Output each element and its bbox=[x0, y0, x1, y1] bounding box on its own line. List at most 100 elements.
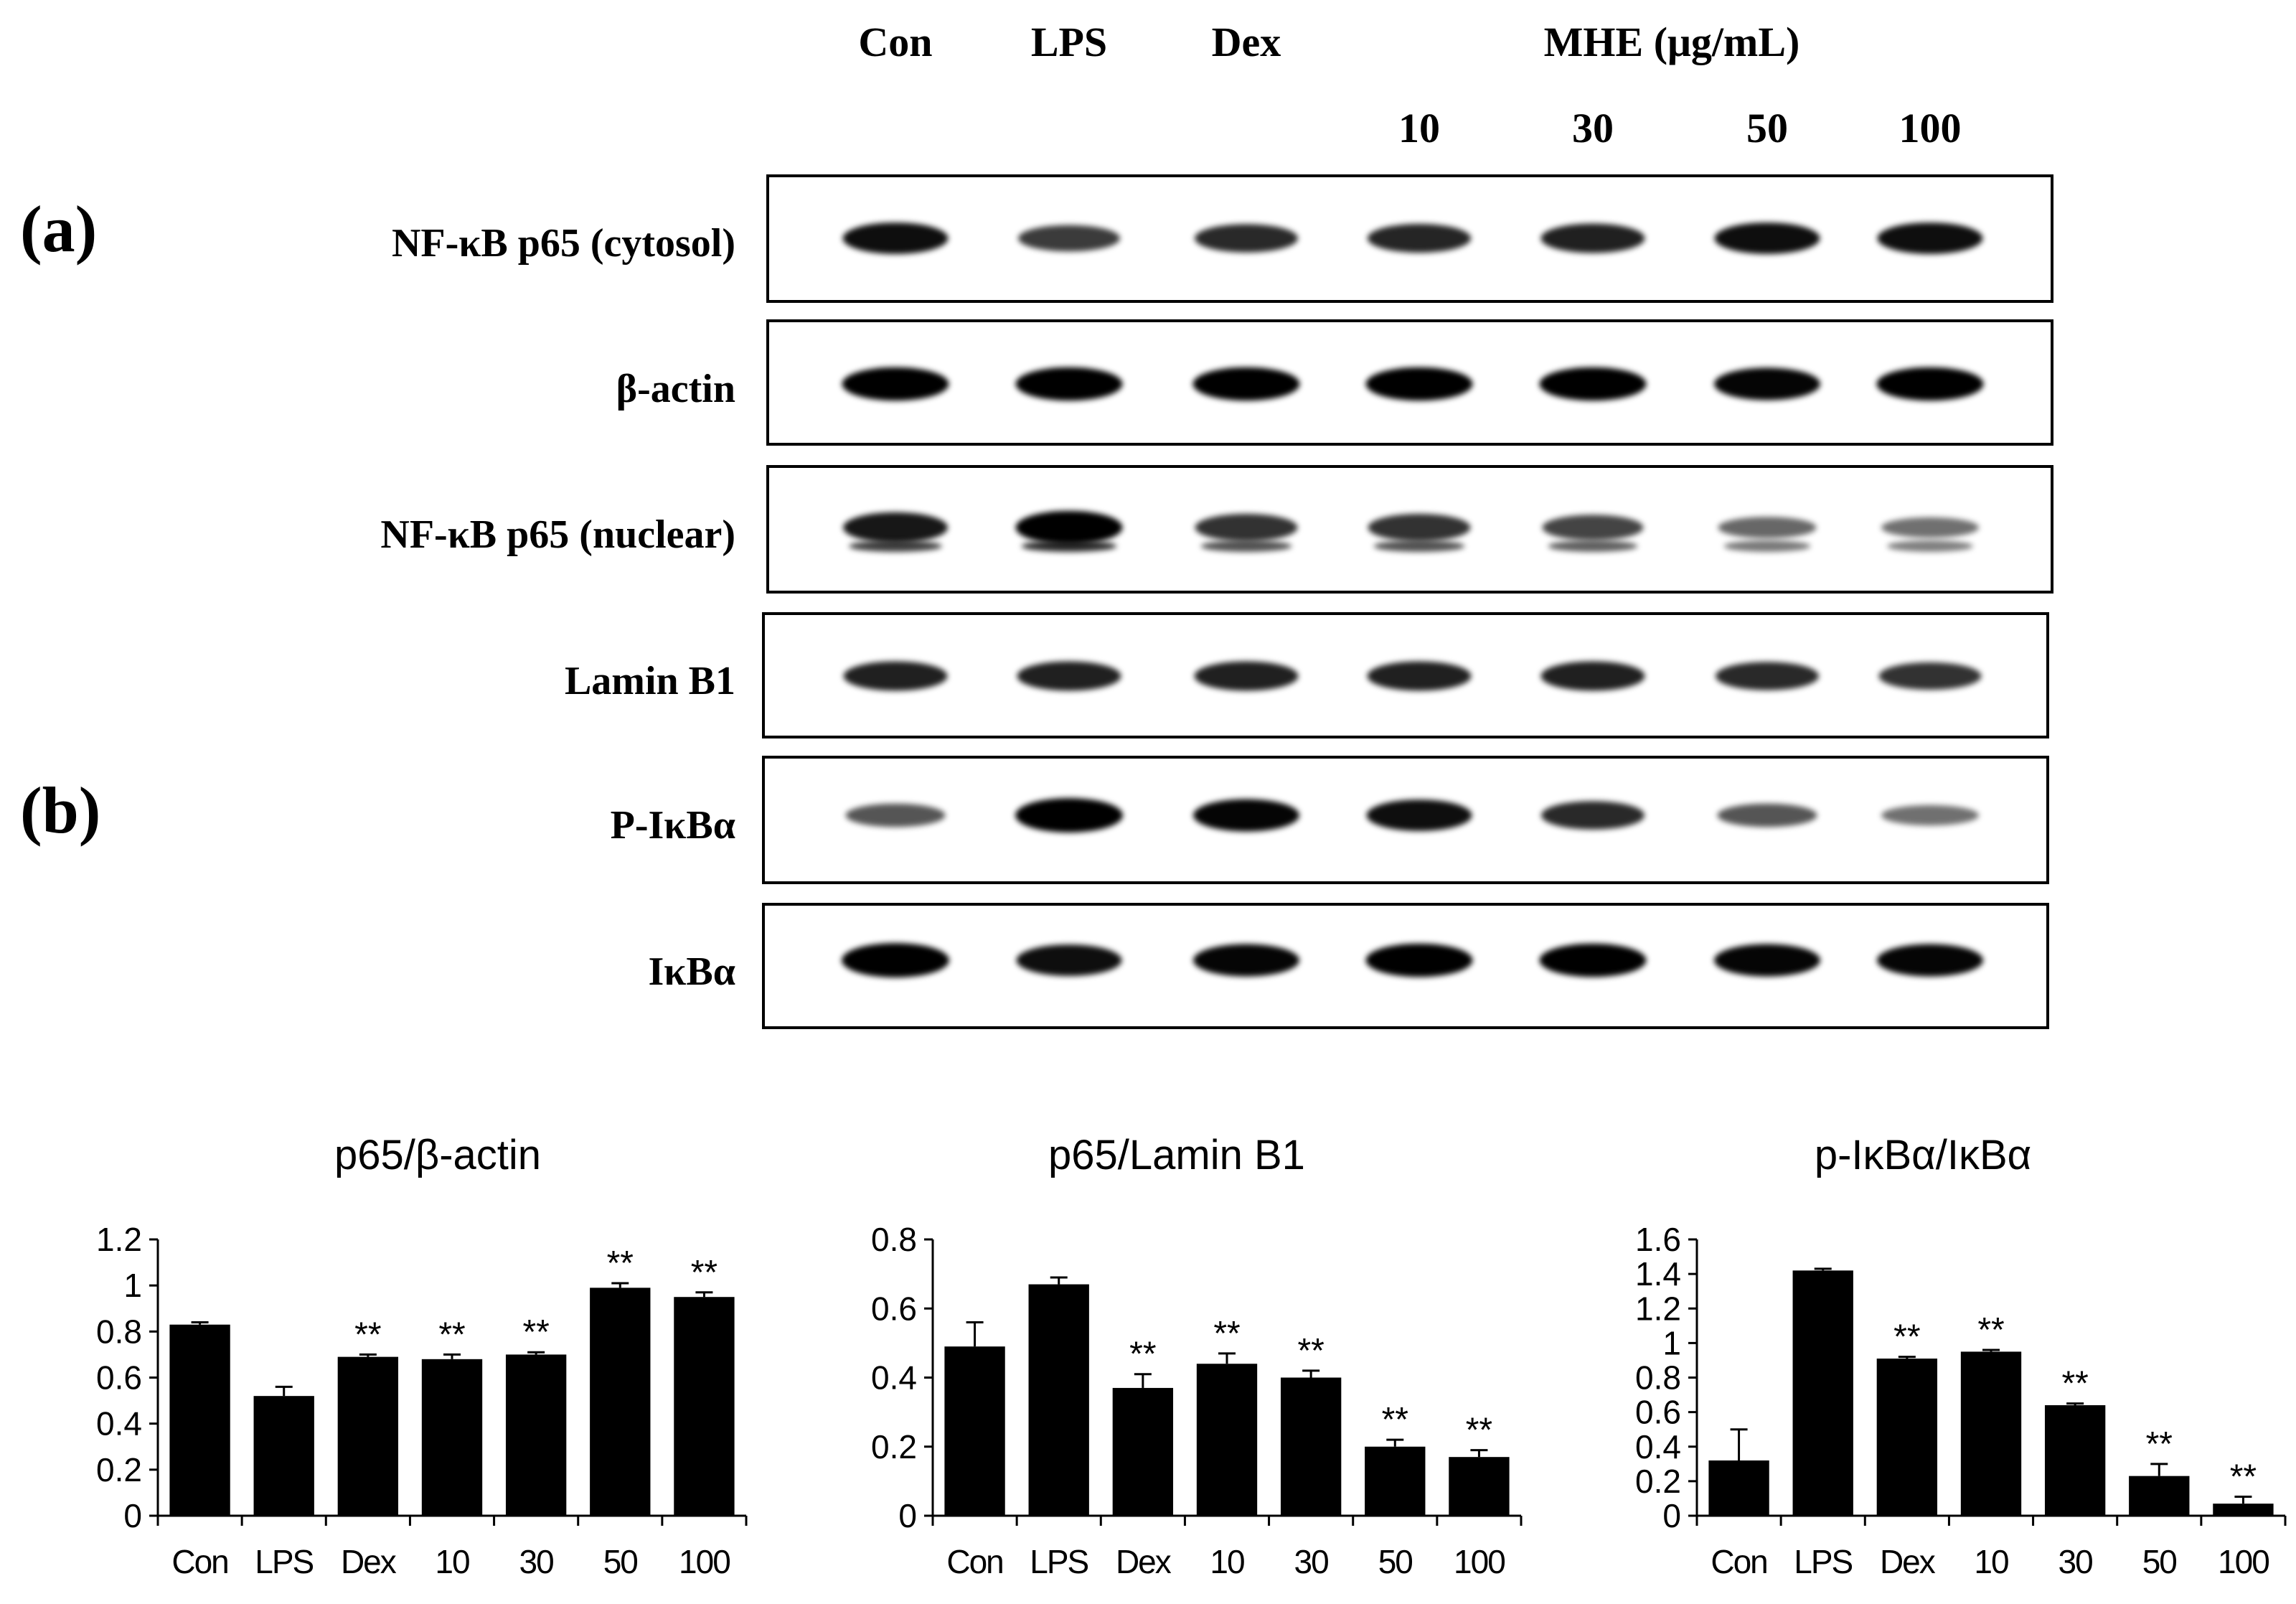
blot-band bbox=[1192, 367, 1300, 401]
bar bbox=[1449, 1457, 1510, 1516]
chart-title: p65/β-actin bbox=[334, 1132, 541, 1178]
x-tick-label: 50 bbox=[1378, 1543, 1413, 1580]
y-tick-label: 0.2 bbox=[871, 1428, 917, 1465]
blot-band bbox=[843, 512, 948, 543]
blot-row-label: NF-κB p65 (nuclear) bbox=[380, 512, 735, 557]
bar bbox=[1792, 1270, 1853, 1516]
y-tick-label: 1 bbox=[123, 1267, 142, 1304]
blot-band bbox=[1366, 799, 1472, 831]
bar bbox=[1365, 1446, 1426, 1516]
blot-band-lower bbox=[849, 540, 942, 552]
significance-label: ** bbox=[607, 1244, 634, 1282]
bar bbox=[253, 1396, 314, 1516]
blot-band bbox=[1193, 799, 1299, 832]
blot-band bbox=[1368, 513, 1471, 542]
blot-band bbox=[1540, 223, 1645, 253]
bar bbox=[1960, 1351, 2022, 1516]
bar bbox=[1196, 1364, 1258, 1516]
significance-label: ** bbox=[1893, 1318, 1920, 1356]
significance-label: ** bbox=[354, 1315, 381, 1354]
blot-band bbox=[1015, 510, 1123, 545]
y-tick-label: 0.2 bbox=[96, 1451, 142, 1488]
bar bbox=[1876, 1359, 1938, 1516]
blot-row-label: Lamin B1 bbox=[565, 659, 735, 703]
blot-row-lamin-b1: Lamin B1 bbox=[565, 612, 2049, 738]
x-tick-label: 100 bbox=[1454, 1543, 1505, 1580]
y-tick-label: 1.4 bbox=[1635, 1255, 1681, 1293]
y-tick-label: 0.4 bbox=[96, 1405, 142, 1443]
header-mhe: MHE (μg/mL) bbox=[1544, 19, 1800, 65]
blot-band bbox=[1017, 661, 1121, 691]
blot-band bbox=[842, 222, 949, 254]
x-tick-label: 30 bbox=[1294, 1543, 1329, 1580]
band-group bbox=[842, 222, 1983, 254]
blot-band bbox=[1367, 661, 1472, 691]
bar bbox=[2213, 1504, 2274, 1516]
blot-band-lower bbox=[1548, 540, 1638, 552]
panel-a-label: (a) bbox=[20, 192, 97, 266]
blot-band bbox=[1195, 513, 1298, 542]
header-dex: Dex bbox=[1212, 19, 1281, 65]
blot-band bbox=[1878, 662, 1982, 690]
blot-band bbox=[1539, 943, 1647, 977]
bar bbox=[505, 1354, 567, 1516]
significance-label: ** bbox=[1382, 1401, 1408, 1439]
significance-label: ** bbox=[1129, 1336, 1156, 1374]
y-tick-label: 1.6 bbox=[1635, 1221, 1681, 1258]
significance-label: ** bbox=[2061, 1365, 2088, 1403]
x-tick-label: Dex bbox=[1880, 1543, 1936, 1580]
blot-band-lower bbox=[1373, 540, 1465, 552]
x-tick-label: 30 bbox=[2059, 1543, 2093, 1580]
blot-row-p-ikba: P-IκBα bbox=[611, 756, 2049, 884]
bar bbox=[944, 1346, 1005, 1516]
bar bbox=[337, 1356, 399, 1516]
blot-band bbox=[1877, 944, 1983, 977]
blot-row-label: P-IκBα bbox=[611, 803, 735, 848]
significance-label: ** bbox=[438, 1315, 465, 1354]
blot-band bbox=[1876, 367, 1984, 401]
blot-band bbox=[1016, 944, 1122, 976]
blot-band bbox=[1195, 224, 1298, 253]
blot-row-label: β-actin bbox=[616, 367, 735, 411]
band-group bbox=[843, 510, 1979, 552]
band-group bbox=[845, 798, 1979, 833]
header-dose-30: 30 bbox=[1572, 105, 1614, 151]
bar bbox=[2129, 1476, 2190, 1516]
blot-band bbox=[1015, 798, 1123, 833]
blot-band bbox=[842, 367, 949, 401]
blot-band bbox=[1717, 803, 1817, 827]
header-dose-50: 50 bbox=[1746, 105, 1788, 151]
x-tick-label: 10 bbox=[1974, 1543, 2008, 1580]
blot-band bbox=[1365, 367, 1473, 401]
blot-band bbox=[1718, 517, 1817, 538]
blot-row-label: NF-κB p65 (cytosol) bbox=[392, 221, 735, 266]
blot-band-lower bbox=[1723, 540, 1811, 552]
y-tick-label: 0.4 bbox=[1635, 1428, 1681, 1465]
blot-band bbox=[1881, 805, 1979, 826]
chart-title: p-IκBα/IκBα bbox=[1815, 1132, 2031, 1178]
y-tick-label: 0.8 bbox=[871, 1221, 917, 1258]
significance-label: ** bbox=[522, 1313, 549, 1351]
y-tick-label: 0.6 bbox=[96, 1359, 142, 1397]
y-tick-label: 0.8 bbox=[1635, 1359, 1681, 1397]
blot-band bbox=[1541, 801, 1645, 830]
panel-b-label: (b) bbox=[20, 774, 100, 847]
blot-band bbox=[1194, 661, 1299, 691]
bar-chart-p65-beta-actin: p65/β-actin 0 0.2 0.4 0.6 0.8 1 1.2 Con LPS ** Dex *… bbox=[96, 1132, 748, 1580]
x-tick-label: 10 bbox=[435, 1543, 469, 1580]
blot-band bbox=[1716, 662, 1819, 690]
significance-label: ** bbox=[2146, 1425, 2173, 1463]
bar bbox=[1028, 1284, 1089, 1516]
blot-band bbox=[1714, 222, 1820, 254]
blot-band bbox=[1365, 943, 1473, 977]
y-tick-label: 1.2 bbox=[1635, 1290, 1681, 1327]
bar bbox=[1708, 1460, 1769, 1516]
blot-band-lower bbox=[1021, 540, 1117, 552]
x-tick-label: 100 bbox=[679, 1543, 730, 1580]
significance-label: ** bbox=[2230, 1458, 2257, 1496]
x-tick-label: Dex bbox=[341, 1543, 397, 1580]
chart-title: p65/Lamin B1 bbox=[1048, 1132, 1305, 1178]
x-tick-label: Con bbox=[171, 1543, 227, 1580]
x-tick-label: LPS bbox=[255, 1543, 313, 1580]
significance-label: ** bbox=[691, 1254, 718, 1292]
